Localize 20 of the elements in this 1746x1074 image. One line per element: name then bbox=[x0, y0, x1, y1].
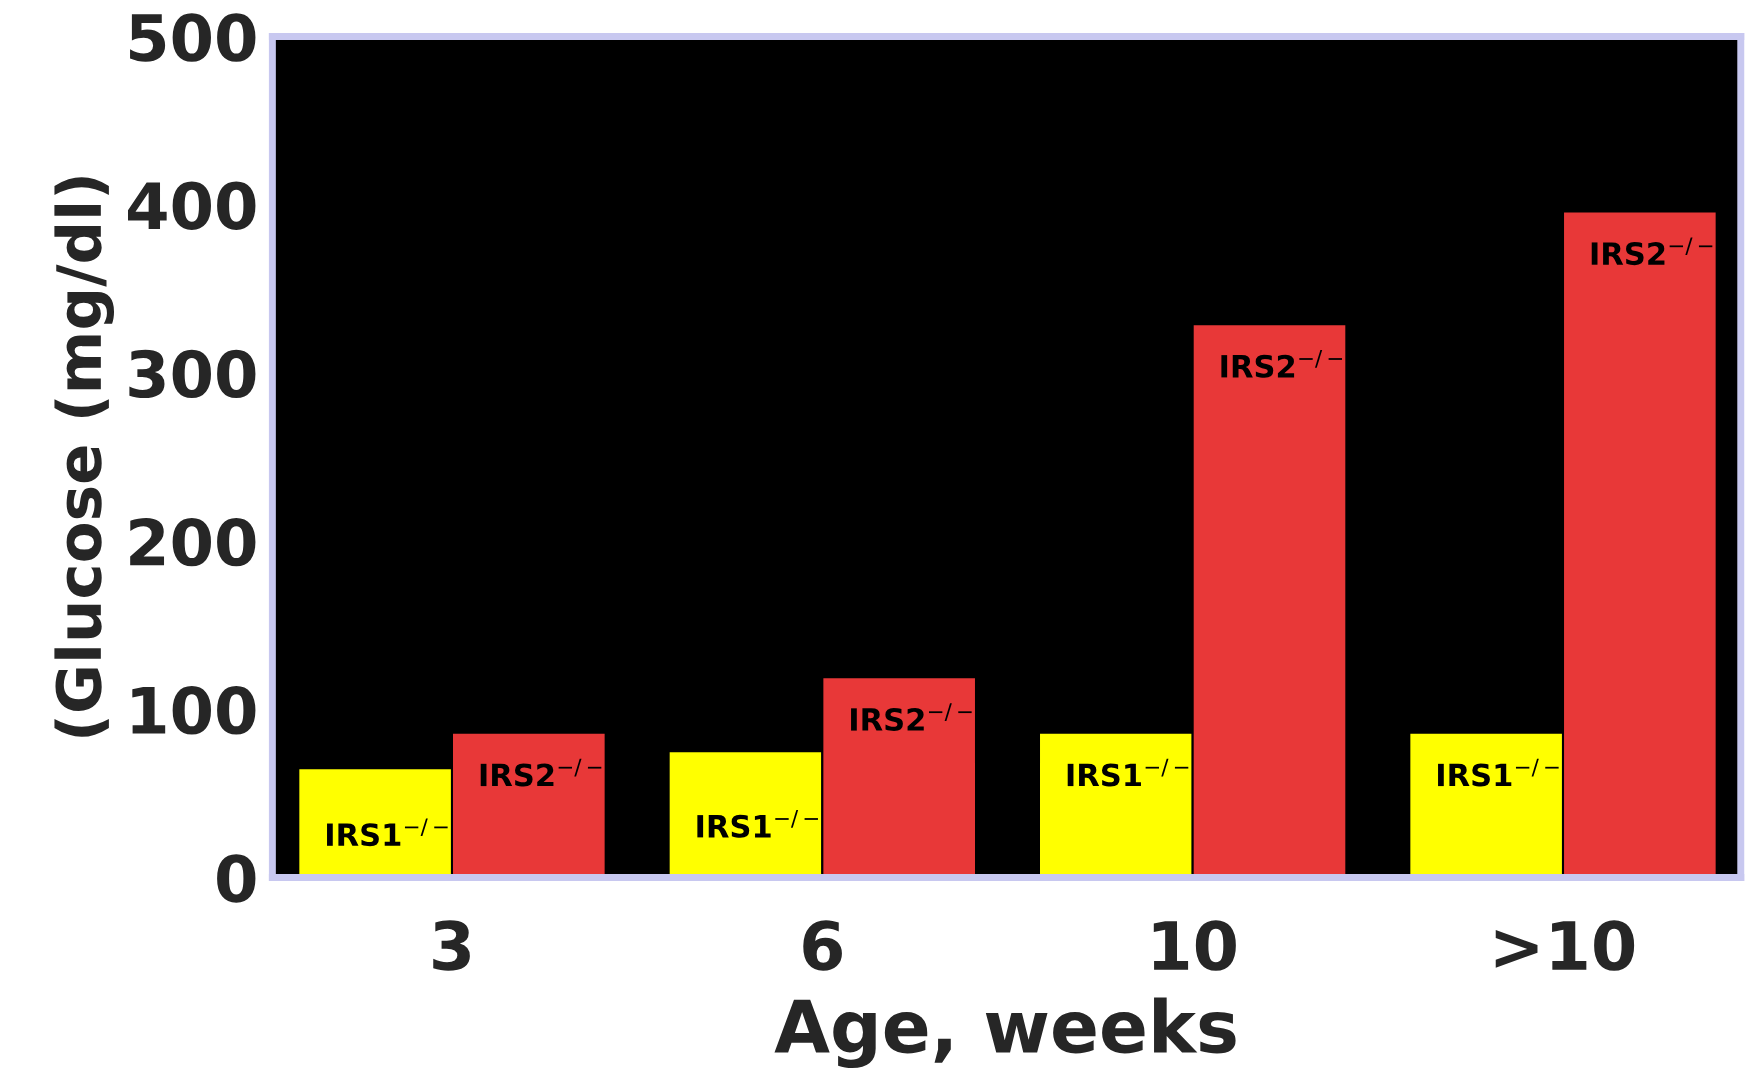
y-tick-label: 400 bbox=[128, 181, 256, 230]
x-tick-label: >10 bbox=[1495, 920, 1635, 971]
y-tick-label: 200 bbox=[130, 517, 256, 567]
x-tick-label: 10 bbox=[1153, 920, 1236, 971]
text: IRS2$^{−/−}$ bbox=[851, 703, 972, 732]
y-tick-label: 500 bbox=[130, 13, 256, 62]
series-label: IRS1$^{−/−}$ bbox=[1438, 758, 1559, 787]
y-tick-label: 300 bbox=[129, 349, 256, 399]
y-tick-label: 0 bbox=[217, 854, 256, 903]
text: IRS2$^{−/−}$ bbox=[1591, 237, 1713, 266]
y-tick-label: 100 bbox=[132, 686, 256, 735]
x-tick-label: 3 bbox=[433, 920, 470, 971]
text: IRS2$^{−/−}$ bbox=[1221, 350, 1342, 378]
x-axis-title: Age, weeks bbox=[774, 997, 1236, 1068]
text: IRS1$^{−/−}$ bbox=[697, 810, 818, 838]
series-label: IRS2$^{−/−}$ bbox=[480, 758, 602, 787]
text: IRS1$^{−/−}$ bbox=[327, 818, 448, 847]
x-tick-label: 6 bbox=[803, 920, 842, 971]
y-axis-title: (Glucose (mg/dl) bbox=[54, 177, 115, 737]
text: IRS1$^{−/−}$ bbox=[1067, 758, 1189, 787]
